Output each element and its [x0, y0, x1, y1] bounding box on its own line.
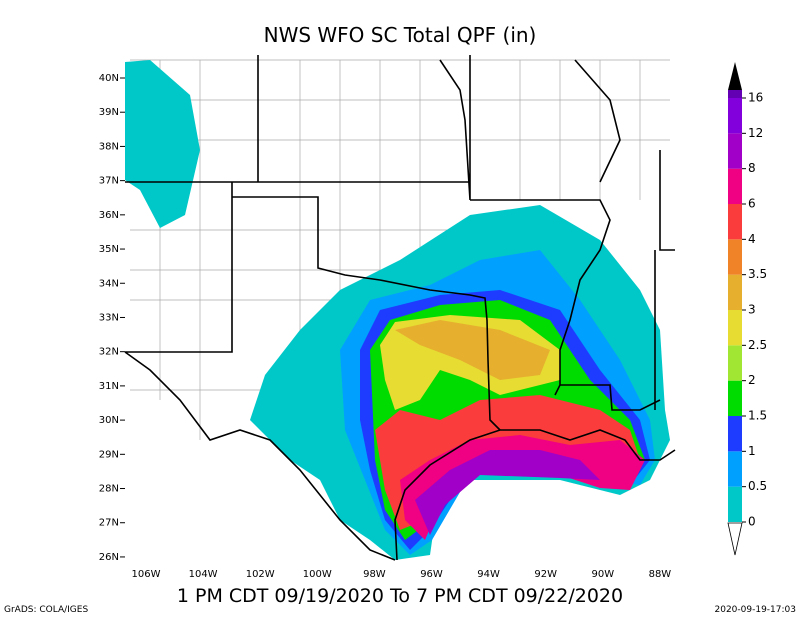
borders	[124, 55, 676, 561]
colorbar-segment	[728, 451, 742, 487]
qpf-area	[395, 320, 550, 380]
qpf-area	[125, 60, 200, 228]
colorbar-segment	[728, 380, 742, 416]
lat-label: 33N	[99, 312, 119, 323]
lon-label: 90W	[591, 569, 614, 580]
colorbar-label: 16	[748, 91, 763, 105]
footer-right: 2020-09-19-17:03	[715, 605, 797, 615]
lon-label: 104W	[189, 569, 218, 580]
colorbar-label: 6	[748, 197, 756, 211]
lon-label: 92W	[534, 569, 557, 580]
lat-label: 38N	[99, 141, 119, 152]
title: NWS WFO SC Total QPF (in)	[264, 23, 537, 47]
lon-label: 98W	[363, 569, 386, 580]
colorbar-segment	[728, 416, 742, 452]
lat-label: 37N	[99, 176, 119, 187]
colorbar-top-arrow	[728, 62, 742, 90]
colorbar-label: 1.5	[748, 409, 767, 423]
lon-label: 96W	[420, 569, 443, 580]
lon-label: 88W	[649, 569, 672, 580]
colorbar-label: 0.5	[748, 479, 767, 493]
colorbar-segment	[728, 239, 742, 275]
lat-label: 40N	[99, 73, 119, 84]
colorbar-bottom-arrow	[727, 522, 743, 556]
colorbar-label: 0	[748, 515, 756, 529]
county-grid	[130, 59, 670, 440]
colorbar-segment	[728, 486, 742, 522]
lon-label: 106W	[132, 569, 161, 580]
colorbar-label: 8	[748, 161, 756, 175]
colorbar-segment	[728, 204, 742, 240]
lat-label: 34N	[99, 278, 119, 289]
colorbar-label: 1	[748, 444, 756, 458]
colorbar-segment	[728, 133, 742, 169]
lon-labels: 106W 104W 102W 100W 98W 96W 94W 92W 90W 88W	[132, 569, 672, 580]
colorbar-label: 2.5	[748, 338, 767, 352]
lat-labels: 40N 39N 38N 37N 36N 35N 34N 33N 32N 31N 30N 29N 28N 2…	[99, 73, 125, 563]
lat-label: 27N	[99, 518, 119, 529]
lon-label: 100W	[303, 569, 332, 580]
colorbar-label: 4	[748, 232, 756, 246]
time-range: 1 PM CDT 09/19/2020 To 7 PM CDT 09/22/20…	[177, 585, 623, 607]
lon-label: 94W	[477, 569, 500, 580]
colorbar-label: 3.5	[748, 267, 767, 281]
lat-label: 30N	[99, 415, 119, 426]
colorbar: 0 0.5 1 1.5 2 2.5 3 3.5 4 6 8 12 16	[727, 62, 767, 556]
lat-label: 32N	[99, 347, 119, 358]
lat-label: 39N	[99, 107, 119, 118]
qpf-area	[400, 435, 645, 540]
colorbar-label: 3	[748, 303, 756, 317]
colorbar-segment	[728, 274, 742, 310]
footer-left: GrADS: COLA/IGES	[4, 605, 88, 615]
lat-label: 28N	[99, 484, 119, 495]
lon-label: 102W	[246, 569, 275, 580]
lat-label: 36N	[99, 210, 119, 221]
colorbar-segment	[728, 98, 742, 134]
lat-label: 26N	[99, 552, 119, 563]
colorbar-segment	[728, 168, 742, 204]
map	[124, 55, 676, 561]
qpf-area	[415, 450, 600, 535]
lat-label: 31N	[99, 381, 119, 392]
colorbar-label: 12	[748, 126, 763, 140]
colorbar-segment	[728, 310, 742, 346]
colorbar-segment	[728, 345, 742, 381]
colorbar-top-cap	[728, 90, 742, 98]
colorbar-label: 2	[748, 373, 756, 387]
lat-label: 29N	[99, 449, 119, 460]
lat-label: 35N	[99, 244, 119, 255]
